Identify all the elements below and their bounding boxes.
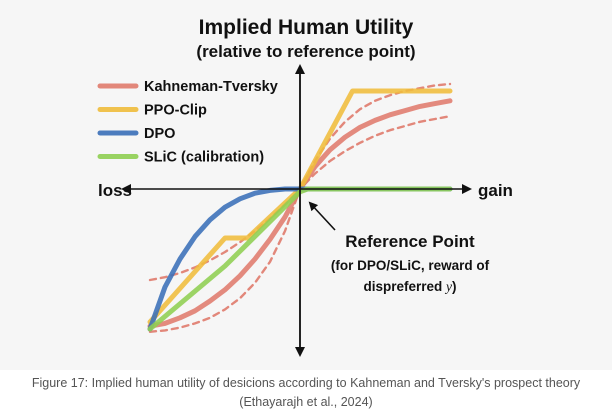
legend-label-ppo-clip: PPO-Clip [144, 103, 207, 119]
legend: Kahneman-Tversky PPO-Clip DPO SLiC (calibra… [97, 79, 278, 166]
legend-label-kahneman-tversky: Kahneman-Tversky [144, 79, 278, 95]
utility-chart: Implied Human Utility (relative to refer… [97, 16, 513, 357]
legend-label-dpo: DPO [144, 126, 175, 142]
reference-point-label: Reference Point [345, 232, 475, 251]
reference-point-note-close: ) [452, 279, 457, 294]
legend-label-slic-calibration: SLiC (calibration) [144, 150, 264, 166]
x-axis-gain-label: gain [478, 181, 513, 200]
reference-point-note-word: dispreferred [363, 279, 442, 294]
chart-title: Implied Human Utility [199, 16, 414, 39]
chart-panel: Implied Human Utility (relative to refer… [97, 16, 513, 357]
x-axis-loss-label: loss [98, 181, 132, 200]
caption-line-1: Figure 17: Implied human utility of desi… [31, 376, 581, 390]
reference-point-note-variable: y [444, 279, 452, 294]
reference-point-note-line2: dispreferred y) [363, 279, 456, 294]
reference-point-arrow [308, 201, 336, 231]
figure-caption: Figure 17: Implied human utility of desi… [0, 374, 612, 412]
chart-subtitle: (relative to reference point) [196, 42, 415, 61]
reference-point-note-line1: (for DPO/SLiC, reward of [331, 258, 490, 273]
caption-line-2: (Ethayarajh et al., 2024) [239, 395, 373, 409]
